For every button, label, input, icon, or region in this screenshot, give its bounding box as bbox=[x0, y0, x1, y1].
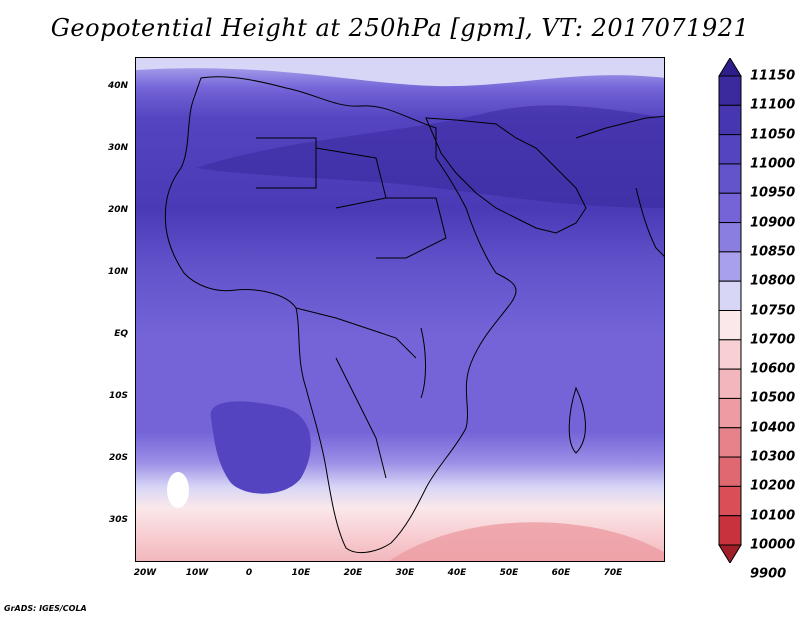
colorbar-label: 10100 bbox=[750, 508, 796, 524]
lon-label: 20W bbox=[133, 568, 157, 578]
border-5 bbox=[335, 357, 387, 479]
lat-label: 30N bbox=[107, 143, 128, 153]
geopotential-field bbox=[136, 58, 664, 561]
lon-label: 0 bbox=[245, 568, 253, 578]
colorbar-swatch bbox=[718, 163, 742, 194]
white-spot bbox=[167, 472, 189, 508]
lat-label: 30S bbox=[108, 515, 128, 525]
northern-band bbox=[136, 58, 664, 87]
lat-label: 40N bbox=[107, 81, 128, 91]
colorbar-label: 10600 bbox=[750, 361, 796, 377]
border-2 bbox=[315, 147, 387, 209]
colorbar-swatch bbox=[718, 368, 742, 399]
border-1 bbox=[256, 137, 317, 189]
colorbar-bottom-arrow bbox=[718, 544, 742, 563]
credit-text: GrADS: IGES/COLA bbox=[4, 604, 87, 613]
colorbar-label: 10300 bbox=[750, 449, 796, 465]
lat-label: 20S bbox=[108, 453, 128, 463]
colorbar-label: 10400 bbox=[750, 420, 796, 436]
colorbar-swatch bbox=[718, 192, 742, 224]
lat-label: 10N bbox=[107, 267, 128, 277]
lat-label: 20N bbox=[107, 205, 128, 215]
arabia-coast bbox=[425, 117, 587, 234]
colorbar-label: 10500 bbox=[750, 390, 796, 406]
madagascar bbox=[568, 386, 586, 454]
colorbar-swatch bbox=[718, 485, 742, 517]
india-coast bbox=[635, 187, 664, 257]
lon-label: 50E bbox=[499, 568, 519, 578]
colorbar-top-arrow bbox=[718, 58, 742, 77]
asia-coast bbox=[575, 115, 664, 139]
lon-label: 20E bbox=[343, 568, 363, 578]
colorbar-label: 10850 bbox=[750, 244, 796, 260]
colorbar-label: 10700 bbox=[750, 332, 796, 348]
border-4 bbox=[295, 307, 417, 359]
colorbar-swatch bbox=[718, 427, 742, 458]
colorbar-swatch bbox=[718, 456, 742, 487]
lon-label: 60E bbox=[551, 568, 571, 578]
colorbar-swatch bbox=[718, 339, 742, 370]
colorbar-label: 11000 bbox=[750, 156, 796, 172]
colorbar-swatch bbox=[718, 75, 742, 106]
southern-high-region bbox=[389, 522, 664, 561]
colorbar-label: 11150 bbox=[750, 68, 796, 84]
colorbar-label: 10950 bbox=[750, 185, 796, 201]
colorbar-label: 10200 bbox=[750, 478, 796, 494]
map-area[interactable] bbox=[135, 57, 665, 562]
colorbar-label: 10900 bbox=[750, 215, 796, 231]
colorbar-swatch bbox=[718, 397, 742, 429]
colorbar-swatch bbox=[718, 251, 742, 282]
colorbar-swatch bbox=[718, 310, 742, 341]
colorbar-label: 10000 bbox=[750, 537, 796, 553]
page-title: Geopotential Height at 250hPa [gpm], VT:… bbox=[50, 14, 750, 42]
border-3 bbox=[376, 197, 447, 259]
lon-label: 10E bbox=[291, 568, 311, 578]
lat-label: 10S bbox=[108, 391, 128, 401]
colorbar-label: 10750 bbox=[750, 303, 796, 318]
colorbar bbox=[718, 58, 742, 563]
lon-label: 40E bbox=[447, 568, 467, 578]
colorbar-label: 11050 bbox=[750, 127, 796, 143]
colorbar-label: 10800 bbox=[750, 273, 796, 289]
colorbar-swatch bbox=[718, 515, 742, 546]
africa-coast bbox=[164, 76, 517, 554]
ridge-band bbox=[196, 105, 664, 208]
colorbar-label: 11100 bbox=[750, 97, 796, 113]
colorbar-swatch bbox=[718, 280, 742, 311]
coastlines bbox=[164, 76, 664, 554]
lat-label: EQ bbox=[114, 329, 128, 339]
southern-low-region bbox=[210, 401, 311, 494]
colorbar-swatch bbox=[718, 222, 742, 253]
lake-region bbox=[420, 327, 427, 399]
colorbar-swatch bbox=[718, 104, 742, 136]
lon-label: 10W bbox=[185, 568, 209, 578]
colorbar-label: 9900 bbox=[750, 566, 787, 582]
lon-label: 70E bbox=[603, 568, 623, 578]
lon-label: 30E bbox=[395, 568, 415, 578]
colorbar-swatch bbox=[718, 134, 742, 165]
